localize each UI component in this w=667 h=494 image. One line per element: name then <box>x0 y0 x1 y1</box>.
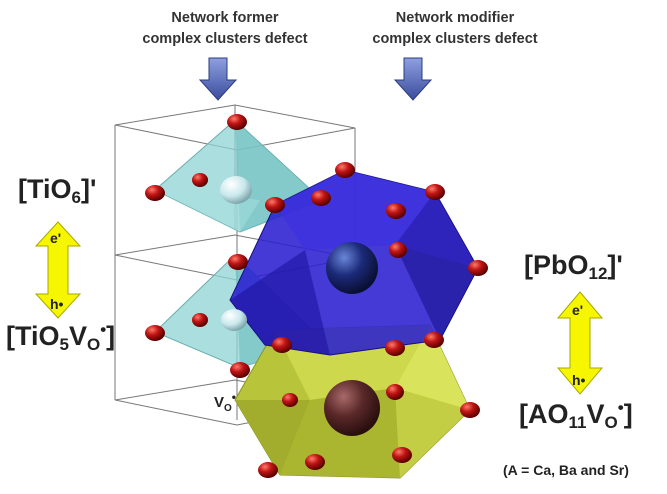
tio5vo-sub1: 5 <box>59 335 69 354</box>
pbo12-label: [PbO12]' <box>524 250 623 284</box>
ao11vo-label: [AO11VO•] <box>519 398 633 433</box>
tio5vo-pre: [TiO <box>6 321 60 351</box>
ao11vo-sub1: 11 <box>568 413 587 432</box>
right-arrow-hole: h• <box>572 372 586 388</box>
oxygen-atom <box>192 313 208 327</box>
left-double-arrow <box>34 221 82 319</box>
network-modifier-header: Network modifier complex clusters defect <box>340 8 570 50</box>
oxygen-atom <box>460 402 480 418</box>
ao11vo-mid: V <box>586 399 605 429</box>
vacancy-sub: O <box>224 403 232 414</box>
network-modifier-line2: complex clusters defect <box>372 31 538 47</box>
tio5vo-post: ] <box>106 321 116 351</box>
pbo12-sub: 12 <box>588 264 608 283</box>
network-modifier-line1: Network modifier <box>395 10 515 26</box>
vacancy-sup: • <box>231 390 236 404</box>
tio5vo-sup: • <box>100 320 107 339</box>
ao11vo-pre: [AO <box>519 399 569 429</box>
oxygen-atom <box>145 185 165 201</box>
former-down-arrow <box>198 57 238 101</box>
left-arrow-hole: h• <box>50 296 64 312</box>
oxygen-atom <box>230 362 250 378</box>
a-site-atom <box>324 380 380 436</box>
oxygen-atom <box>228 254 248 270</box>
oxygen-atom <box>265 197 285 213</box>
left-arrow-electron: e' <box>50 230 62 246</box>
oxygen-atom <box>385 340 405 356</box>
network-former-line2: complex clusters defect <box>142 31 308 47</box>
network-former-line1: Network former <box>171 10 279 26</box>
tio5vo-sub2: O <box>86 335 101 354</box>
tio6-post: ]' <box>80 174 97 204</box>
pbo12-pre: [PbO <box>524 250 589 280</box>
oxygen-atom <box>258 462 278 478</box>
oxygen-atom <box>305 454 325 470</box>
right-double-arrow <box>556 291 604 395</box>
pb-atom <box>326 242 378 294</box>
tio6-label: [TiO6]' <box>18 174 96 208</box>
vacancy-pre: V <box>214 394 225 411</box>
network-former-header: Network former complex clusters defect <box>110 8 340 50</box>
oxygen-atoms <box>145 114 488 478</box>
modifier-down-arrow <box>393 57 433 101</box>
ao11vo-post: ] <box>623 399 633 429</box>
right-arrow-electron: e' <box>572 302 584 318</box>
oxygen-atom <box>311 190 331 206</box>
oxygen-atom <box>272 337 292 353</box>
pbo12-post: ]' <box>607 250 623 280</box>
tio6-sub: 6 <box>71 188 81 207</box>
oxygen-atom <box>386 203 406 219</box>
oxygen-atom <box>468 260 488 276</box>
vacancy-label: VO• <box>214 390 236 414</box>
oxygen-atom <box>386 384 404 400</box>
tio5vo-mid: V <box>68 321 87 351</box>
ti-atom-top <box>220 176 252 204</box>
oxygen-atom <box>392 447 412 463</box>
oxygen-atom <box>425 184 445 200</box>
oxygen-atom <box>227 114 247 130</box>
oxygen-atom <box>145 325 165 341</box>
ao11vo-sub2: O <box>604 413 618 432</box>
a-site-note: (A = Ca, Ba and Sr) <box>503 462 629 478</box>
ao11vo-sup: • <box>617 398 624 417</box>
tio6-pre: [TiO <box>18 174 72 204</box>
oxygen-atom <box>192 173 208 187</box>
oxygen-atom <box>389 242 407 258</box>
ti-atom-bottom <box>221 309 247 331</box>
tio5vo-label: [TiO5VO•] <box>6 320 115 355</box>
oxygen-atom <box>424 332 444 348</box>
oxygen-atom <box>335 162 355 178</box>
oxygen-atom <box>282 393 298 407</box>
